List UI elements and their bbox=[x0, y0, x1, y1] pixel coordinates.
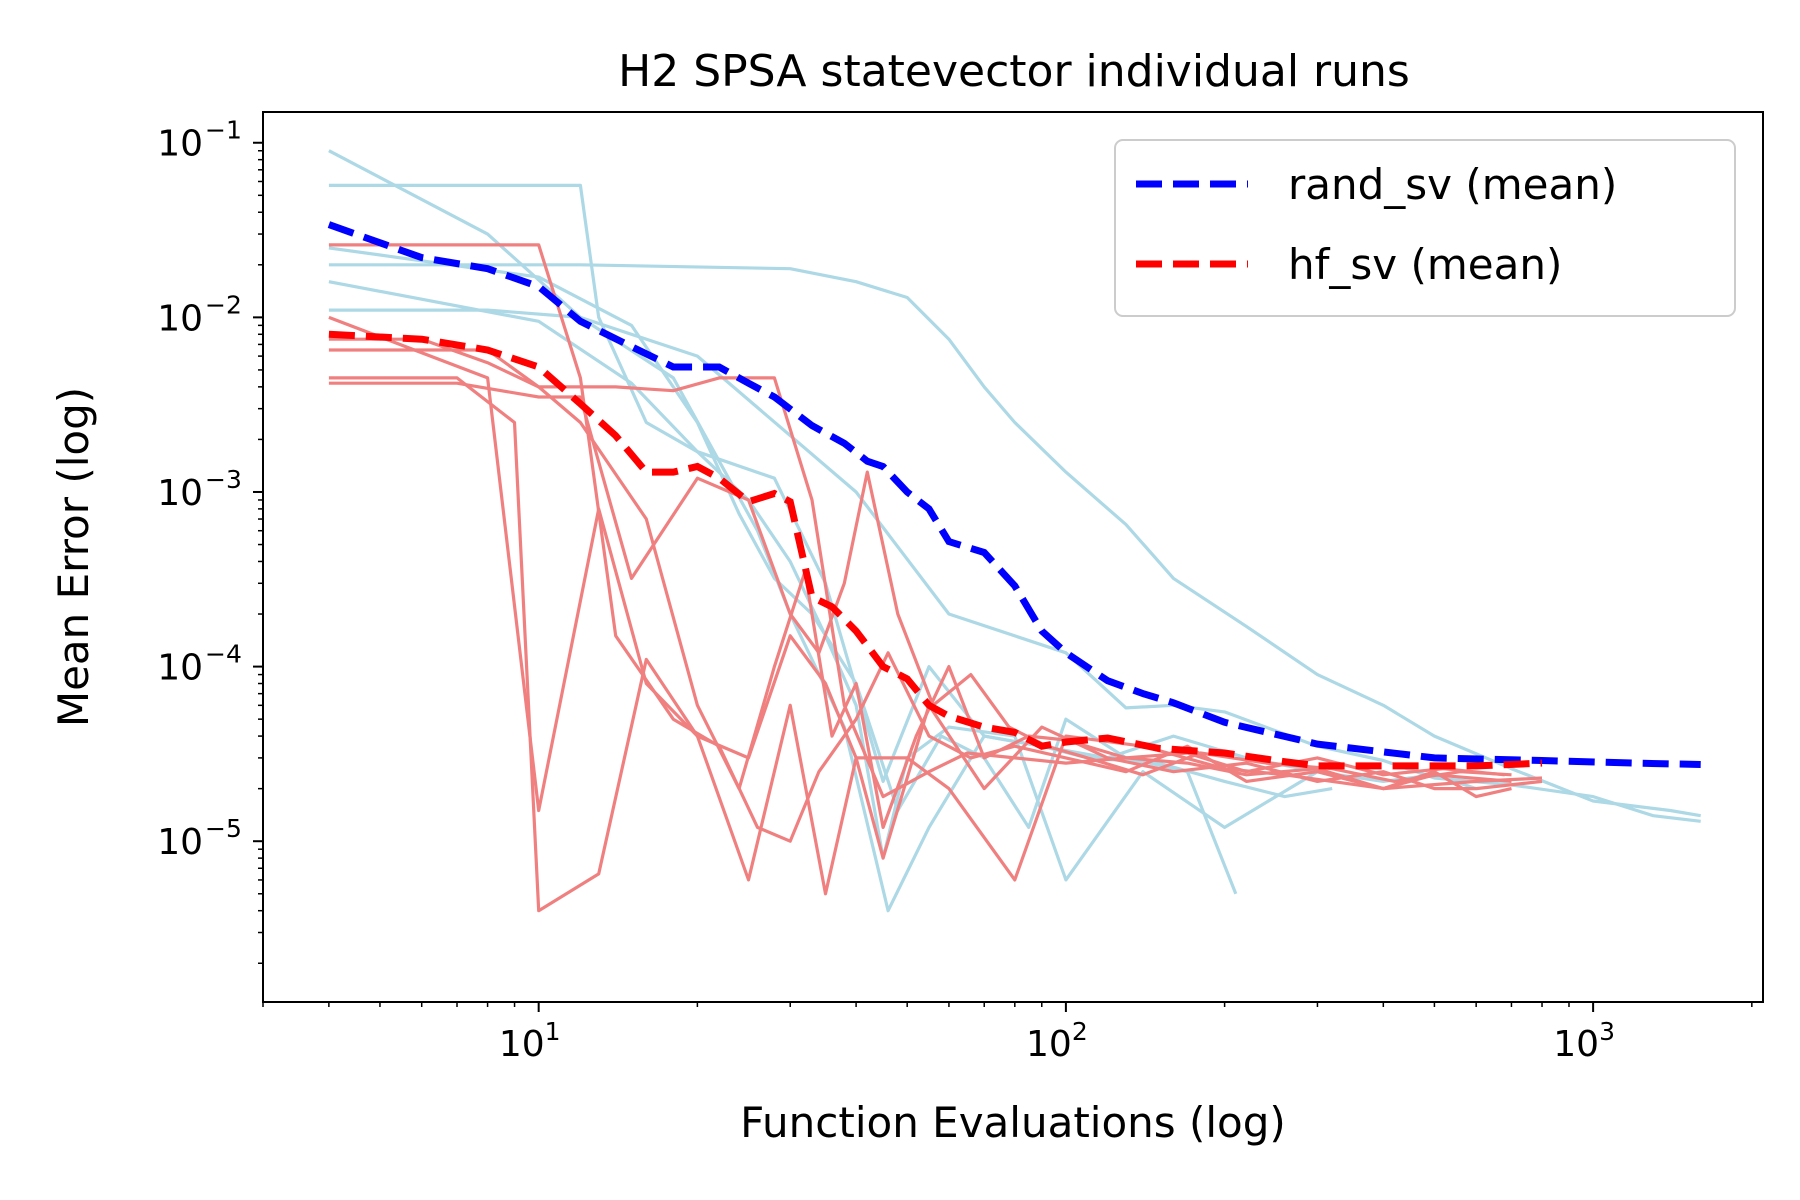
x-axis: 101 102 103 bbox=[262, 1002, 1753, 1065]
y-axis-label: Mean Error (log) bbox=[49, 387, 98, 727]
mean-lines bbox=[327, 221, 1701, 770]
x-tick-label: 101 bbox=[499, 1017, 561, 1065]
y-tick-exponent: −1 bbox=[205, 116, 242, 145]
y-tick-exponent: −4 bbox=[205, 640, 242, 669]
y-tick-label: 10 bbox=[157, 648, 203, 689]
y-tick-label: 10 bbox=[157, 822, 203, 863]
series-line-hf-run-3 bbox=[328, 243, 1512, 843]
x-tick-label: 103 bbox=[1553, 1017, 1615, 1065]
series-line-hf-run-6 bbox=[328, 337, 1505, 830]
y-axis: 10−110−210−310−410−5 bbox=[157, 116, 263, 965]
y-tick-exponent: −3 bbox=[205, 465, 242, 494]
series-line-hf-mean bbox=[328, 330, 1543, 770]
series-line-hf-run-4 bbox=[328, 348, 1543, 799]
x-axis-label: Function Evaluations (log) bbox=[740, 1098, 1286, 1147]
x-tick-label: 102 bbox=[1026, 1017, 1088, 1065]
legend: rand_sv (mean) hf_sv (mean) bbox=[1114, 139, 1736, 317]
individual-runs bbox=[328, 149, 1701, 913]
legend-label-hf-mean: hf_sv (mean) bbox=[1288, 240, 1562, 289]
legend-label-rand-mean: rand_sv (mean) bbox=[1288, 160, 1617, 209]
legend-box bbox=[1114, 139, 1736, 317]
y-tick-exponent: −2 bbox=[205, 290, 242, 319]
y-tick-exponent: −5 bbox=[205, 814, 242, 843]
plot-frame bbox=[262, 111, 1764, 1003]
y-tick-label: 10 bbox=[157, 124, 203, 165]
series-line-hf-run-5 bbox=[328, 381, 1512, 784]
y-tick-label: 10 bbox=[157, 473, 203, 514]
series-line-rand-run-3 bbox=[328, 263, 1701, 818]
series-line-rand-mean bbox=[327, 221, 1701, 768]
y-tick-label: 10 bbox=[157, 298, 203, 339]
chart-title: H2 SPSA statevector individual runs bbox=[618, 46, 1410, 97]
series-line-hf-run-1 bbox=[328, 315, 1543, 860]
